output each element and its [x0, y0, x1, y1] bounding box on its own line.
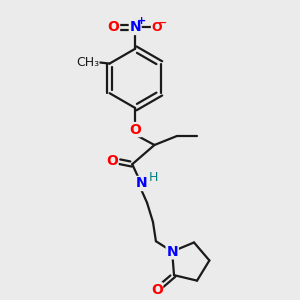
Text: −: −: [158, 17, 167, 27]
Text: N: N: [129, 20, 141, 34]
Text: +: +: [137, 16, 146, 26]
Text: CH₃: CH₃: [76, 56, 99, 69]
Text: N: N: [135, 176, 147, 190]
Text: O: O: [151, 283, 163, 297]
Text: O: O: [129, 123, 141, 136]
Text: O: O: [152, 21, 162, 34]
Text: N: N: [167, 244, 178, 259]
Text: H: H: [149, 171, 158, 184]
Text: O: O: [106, 154, 118, 168]
Text: O: O: [108, 20, 119, 34]
Text: N: N: [167, 244, 178, 259]
